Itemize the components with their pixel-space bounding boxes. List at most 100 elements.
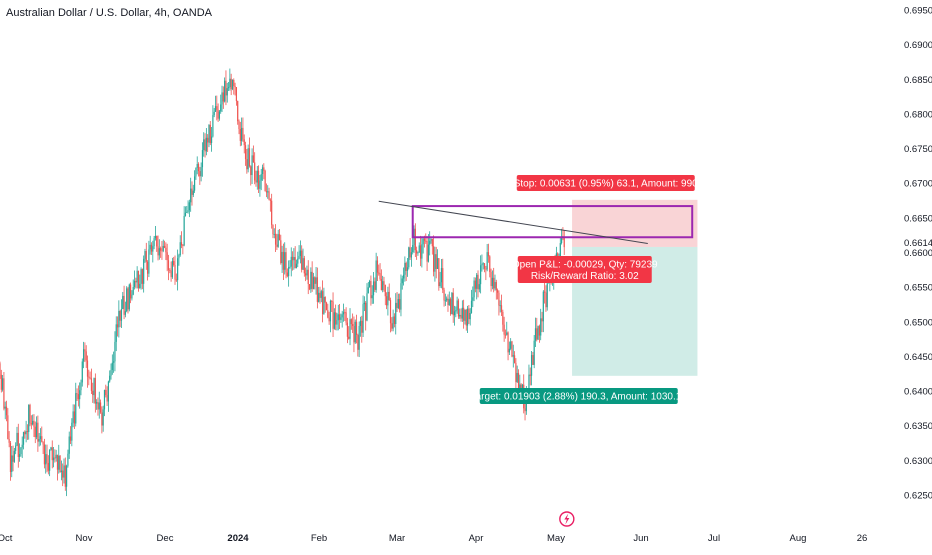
- candle: [214, 95, 217, 113]
- candle-body: [417, 252, 419, 254]
- candle: [80, 379, 82, 396]
- candle-body: [251, 155, 253, 176]
- time-axis[interactable]: Oct Nov Dec 2024 Feb Mar Apr May Jun Jul Aug 26: [0, 533, 867, 544]
- candle: [307, 260, 309, 295]
- candle: [113, 351, 115, 373]
- candle-body: [130, 284, 132, 299]
- candle: [60, 460, 62, 481]
- candle-body: [510, 341, 512, 349]
- candle: [537, 325, 539, 340]
- candle-body: [132, 287, 134, 295]
- candle: [81, 358, 83, 387]
- candle-body: [7, 415, 9, 439]
- supply-box[interactable]: [411, 205, 694, 239]
- candle-body: [374, 281, 376, 290]
- candle: [289, 260, 291, 269]
- candle: [68, 431, 70, 459]
- candle-body: [512, 355, 514, 357]
- candle: [201, 142, 204, 177]
- drawings[interactable]: [378, 200, 694, 527]
- candle-body: [269, 199, 271, 201]
- candle: [196, 156, 198, 175]
- candle: [220, 94, 222, 114]
- candle-body: [478, 284, 480, 290]
- candle-body: [106, 395, 108, 402]
- candle-body: [58, 455, 60, 470]
- candle: [369, 279, 371, 288]
- candle-body: [494, 282, 496, 289]
- candle-body: [210, 136, 213, 143]
- candle: [363, 296, 365, 312]
- candle: [154, 226, 157, 241]
- candle-body: [214, 106, 217, 112]
- candle-body: [18, 454, 21, 457]
- candle-body: [55, 454, 57, 459]
- candle-body: [308, 284, 311, 290]
- candle-body: [93, 378, 95, 396]
- candle: [559, 237, 561, 259]
- candle-body: [209, 124, 211, 143]
- candle: [149, 235, 151, 255]
- candle: [337, 304, 339, 331]
- candle: [421, 236, 423, 268]
- candle-body: [336, 320, 338, 325]
- candle-body: [538, 326, 541, 336]
- trendline[interactable]: [378, 200, 648, 244]
- candle: [210, 127, 213, 152]
- candle: [76, 388, 78, 401]
- candle-body: [285, 252, 287, 273]
- candle-body: [24, 431, 26, 435]
- candle-body: [13, 450, 15, 462]
- candle: [20, 447, 22, 457]
- candle: [204, 133, 206, 158]
- candle-body: [163, 245, 166, 248]
- candle: [534, 317, 537, 347]
- candle: [237, 100, 239, 125]
- position-labels: Stop: 0.00631 (0.95%) 63.1, Amount: 990 T…: [471, 175, 698, 404]
- candle-body: [278, 234, 281, 241]
- candle-body: [144, 251, 146, 259]
- lightning-bolt-icon[interactable]: [559, 511, 575, 527]
- candle: [258, 165, 260, 193]
- candle: [241, 117, 243, 146]
- candle-body: [205, 137, 207, 152]
- candle: [472, 286, 474, 308]
- candle: [375, 252, 377, 293]
- candles[interactable]: [0, 68, 565, 497]
- time-tick-label: May: [547, 533, 565, 544]
- candle: [470, 289, 473, 314]
- candle-body: [149, 244, 151, 250]
- candle: [348, 326, 350, 340]
- candle-body: [54, 457, 56, 459]
- candle: [294, 246, 296, 269]
- candle-body: [71, 422, 73, 441]
- candle: [243, 134, 245, 154]
- target-label-text: Target: 0.01903 (2.88%) 190.3, Amount: 1…: [471, 392, 688, 403]
- candle: [427, 234, 429, 263]
- candle-body: [268, 191, 270, 200]
- pnl-label: Open P&L: -0.00029, Qty: 79239Risk/Rewar…: [512, 256, 658, 283]
- candle-body: [350, 319, 352, 325]
- candle: [311, 261, 313, 292]
- candle: [372, 271, 375, 304]
- candle-body: [353, 325, 355, 343]
- candle: [395, 293, 397, 335]
- candle: [367, 281, 369, 294]
- candle-body: [186, 211, 188, 213]
- event-icon-bolt: [564, 513, 570, 525]
- candle-body: [207, 137, 209, 143]
- candle: [250, 165, 252, 186]
- candle-body: [444, 300, 446, 302]
- candle: [290, 247, 292, 277]
- candle: [56, 454, 59, 481]
- candle: [435, 246, 437, 279]
- candle-body: [311, 271, 313, 289]
- candle: [447, 294, 449, 312]
- candle-body: [426, 241, 428, 262]
